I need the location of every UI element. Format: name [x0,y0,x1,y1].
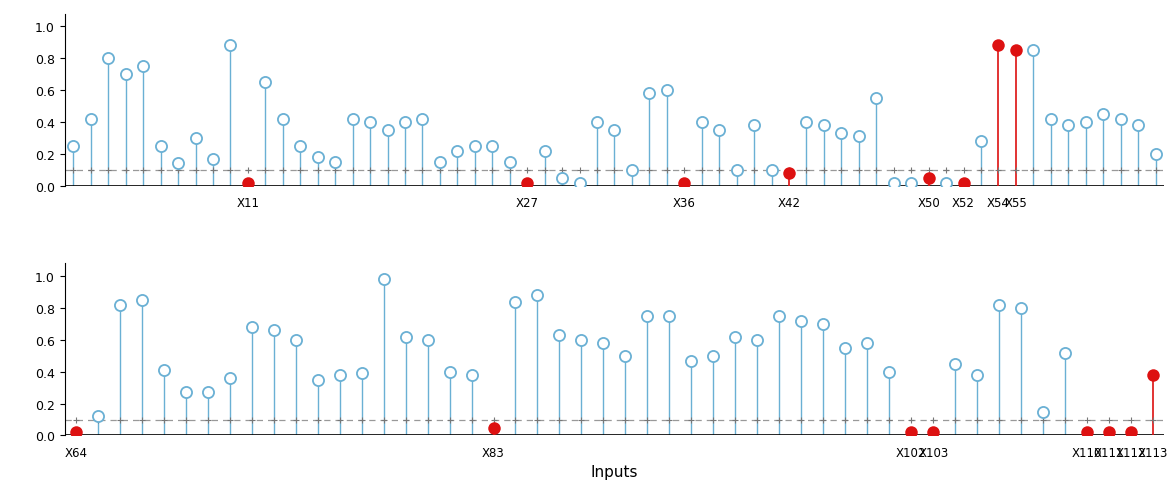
X-axis label: Inputs: Inputs [590,465,639,480]
